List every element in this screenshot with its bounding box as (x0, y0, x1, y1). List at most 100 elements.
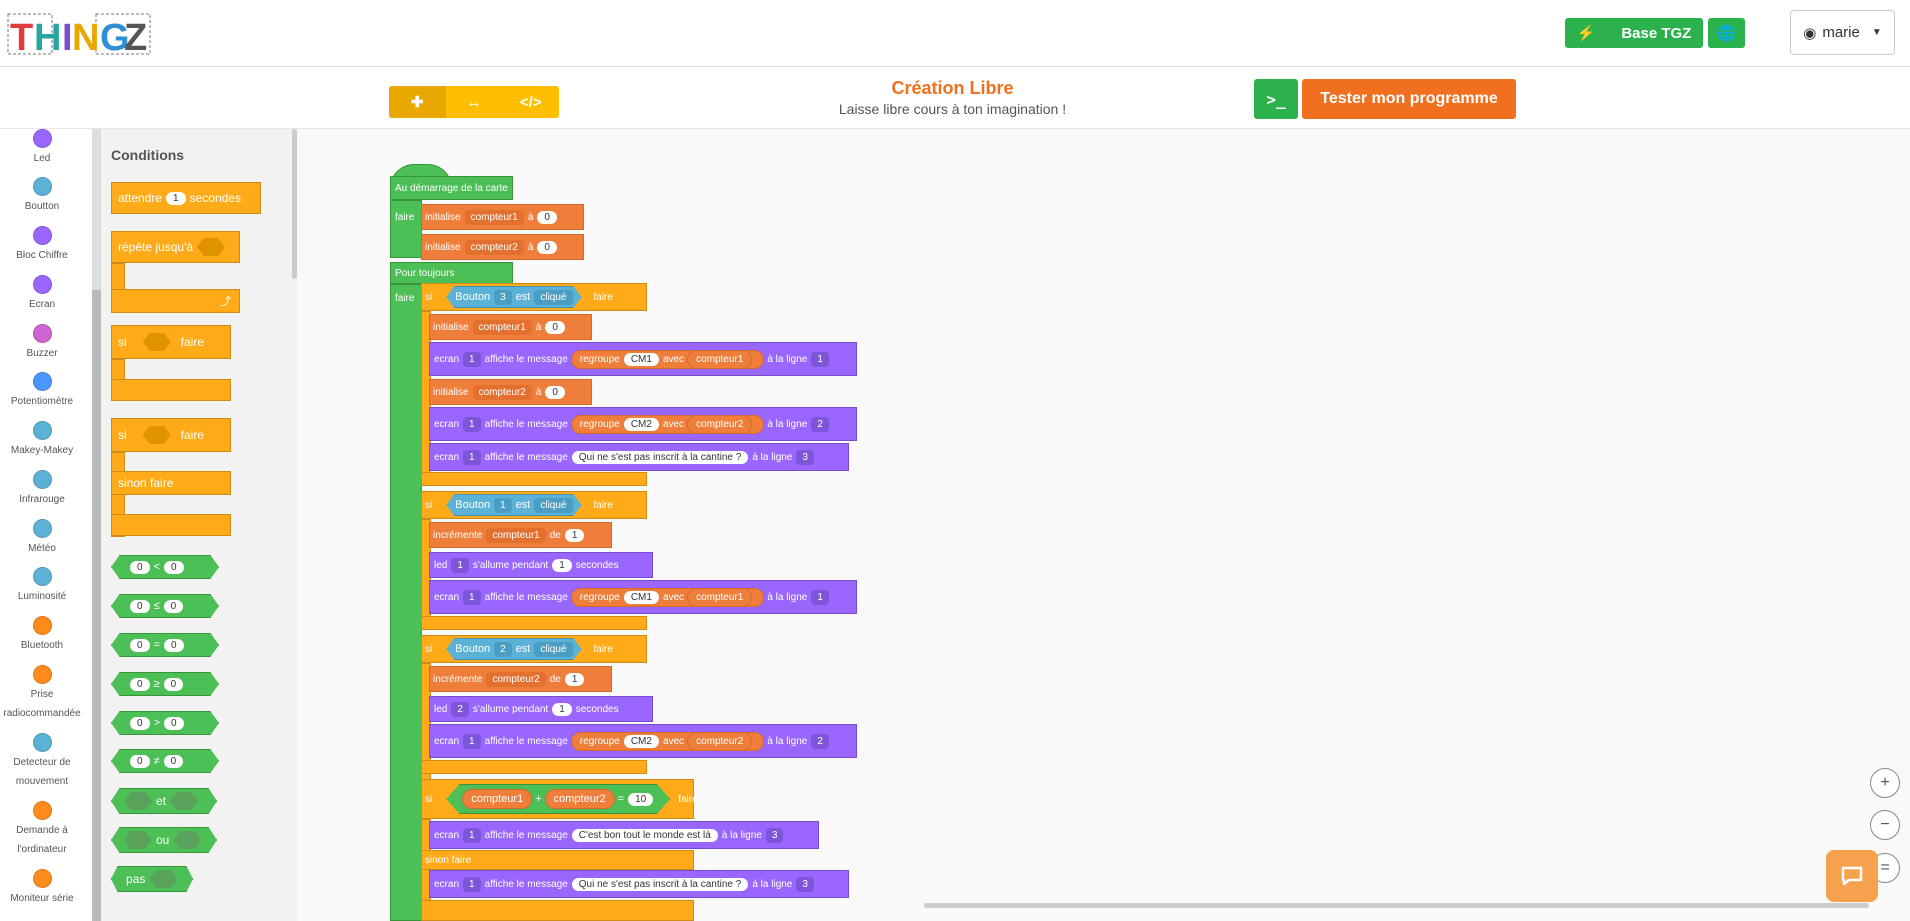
category-button[interactable]: Boutton (0, 177, 84, 216)
compare-left[interactable]: 0 (130, 638, 150, 652)
line-dropdown[interactable]: 3 (765, 827, 784, 843)
state-dropdown[interactable]: cliqué (534, 497, 573, 513)
state-dropdown[interactable]: cliqué (534, 289, 573, 305)
screen-dropdown[interactable]: 1 (463, 589, 481, 605)
compare-ne-block[interactable]: 0 ≠ 0 (111, 749, 219, 773)
category-potentiometre[interactable]: Potentiomètre (0, 372, 84, 411)
var-reporter[interactable]: compteur2 (687, 731, 753, 751)
line-dropdown[interactable]: 2 (811, 733, 829, 749)
user-menu-button[interactable]: ◉ marie ▼ (1790, 10, 1895, 55)
start-block[interactable]: Au démarrage de la carte (390, 176, 513, 200)
category-prise[interactable]: Prise radiocommandée (0, 665, 84, 723)
join-block[interactable]: regroupe CM2 avec compteur2 (570, 414, 765, 434)
increment-cpt2-block[interactable]: incrémente compteur2 de 1 (429, 666, 612, 692)
compare-le-block[interactable]: 0 ≤0 (111, 594, 219, 618)
var-reporter[interactable]: compteur2 (687, 414, 753, 434)
increment-cpt1-block[interactable]: incrémente compteur1 de 1 (429, 522, 612, 548)
button-condition[interactable]: Bouton 3 est cliqué (446, 286, 582, 308)
canvas-horizontal-scrollbar[interactable] (924, 903, 1869, 908)
text-input[interactable]: CM2 (623, 417, 659, 431)
button-condition[interactable]: Bouton 1 est cliqué (446, 494, 582, 516)
thingz-logo[interactable]: T H I N G Z (6, 10, 152, 59)
category-detecteur[interactable]: Detecteur de mouvement (0, 733, 84, 791)
screen-display-block[interactable]: ecran 1 affiche le message Qui ne s'est pas… (429, 443, 849, 471)
var-reporter[interactable]: compteur1 (462, 789, 533, 809)
duration-input[interactable]: 1 (552, 558, 572, 572)
terminal-button[interactable]: >_ (1254, 79, 1298, 119)
category-moniteur[interactable]: Moniteur série (0, 869, 84, 908)
text-input[interactable]: CM1 (623, 352, 659, 366)
globe-button[interactable]: 🌐 (1708, 18, 1745, 48)
compare-gt-block[interactable]: 0 >0 (111, 711, 219, 735)
compare-right[interactable]: 0 (163, 599, 184, 613)
split-mode-icon[interactable]: ↔ (466, 93, 482, 111)
text-input[interactable]: C'est bon tout le monde est là (571, 828, 718, 842)
if-else-block[interactable]: si faire (111, 418, 231, 452)
sum-equals-condition[interactable]: compteur1 + compteur2 = 10 (446, 784, 671, 814)
var-dropdown[interactable]: compteur2 (486, 671, 546, 687)
compare-ge-block[interactable]: 0 ≥0 (111, 672, 219, 696)
category-ecran[interactable]: Ecran (0, 275, 84, 314)
var-dropdown[interactable]: compteur1 (464, 209, 524, 225)
if-button-3-block[interactable]: si Bouton 3 est cliqué faire (421, 283, 647, 311)
button-number-dropdown[interactable]: 3 (494, 289, 512, 305)
screen-dropdown[interactable]: 1 (463, 351, 481, 367)
compare-right[interactable]: 0 (164, 716, 184, 730)
forever-block[interactable]: Pour toujours (390, 262, 513, 284)
screen-dropdown[interactable]: 1 (463, 876, 481, 892)
code-mode-icon[interactable]: </> (519, 93, 542, 111)
compare-left[interactable]: 0 (130, 754, 150, 768)
if-button-2-block[interactable]: si Bouton 2 est cliqué faire (421, 635, 647, 663)
zoom-out-button[interactable]: − (1870, 810, 1900, 840)
base-tgz-button[interactable]: ⚡ Base TGZ (1565, 18, 1703, 48)
zoom-in-button[interactable]: + (1870, 768, 1900, 798)
compare-left[interactable]: 0 (130, 599, 150, 613)
led-dropdown[interactable]: 1 (451, 557, 469, 573)
value-input[interactable]: 0 (537, 240, 557, 254)
compare-right[interactable]: 0 (163, 754, 184, 768)
value-input[interactable]: 0 (537, 210, 557, 224)
screen-dropdown[interactable]: 1 (463, 416, 481, 432)
category-meteo[interactable]: Météo (0, 519, 84, 558)
line-dropdown[interactable]: 1 (811, 351, 829, 367)
compare-left[interactable]: 0 (130, 560, 150, 574)
chat-button[interactable] (1826, 850, 1878, 902)
screen-dropdown[interactable]: 1 (463, 733, 481, 749)
not-block[interactable]: pas (111, 866, 193, 892)
var-reporter[interactable]: compteur1 (687, 349, 753, 369)
line-dropdown[interactable]: 1 (811, 589, 829, 605)
category-led[interactable]: Led (0, 129, 84, 168)
join-block[interactable]: regroupe CM2 avec compteur2 (570, 731, 765, 751)
screen-display-block[interactable]: ecran 1 affiche le message regroupe CM1 avec c… (429, 342, 857, 376)
category-demande[interactable]: Demande à l'ordinateur (0, 801, 84, 859)
screen-dropdown[interactable]: 1 (463, 827, 481, 843)
var-dropdown[interactable]: compteur2 (472, 384, 532, 400)
compare-left[interactable]: 0 (130, 716, 150, 730)
value-input[interactable]: 10 (628, 792, 654, 806)
init-cpt2-block[interactable]: initialise compteur2 à 0 (429, 379, 592, 405)
category-buzzer[interactable]: Buzzer (0, 324, 84, 363)
repeat-until-block[interactable]: répète jusqu'à (111, 231, 240, 263)
screen-display-block[interactable]: ecran 1 affiche le message regroupe CM2 avec c… (429, 724, 857, 758)
screen-display-block[interactable]: ecran 1 affiche le message regroupe CM1 avec c… (429, 580, 857, 614)
state-dropdown[interactable]: cliqué (534, 641, 573, 657)
category-makey-makey[interactable]: Makey-Makey (0, 421, 84, 460)
join-block[interactable]: regroupe CM1 avec compteur1 (570, 349, 765, 369)
value-input[interactable]: 0 (545, 385, 565, 399)
if-button-1-block[interactable]: si Bouton 1 est cliqué faire (421, 491, 647, 519)
text-input[interactable]: Qui ne s'est pas inscrit à la cantine ? (571, 450, 749, 464)
join-block[interactable]: regroupe CM1 avec compteur1 (570, 587, 765, 607)
line-dropdown[interactable]: 3 (796, 876, 814, 892)
flyout-scrollbar[interactable] (292, 129, 297, 279)
duration-input[interactable]: 1 (552, 702, 572, 716)
screen-display-block[interactable]: ecran 1 affiche le message Qui ne s'est pas… (429, 870, 849, 898)
button-number-dropdown[interactable]: 1 (494, 497, 512, 513)
led-on-block[interactable]: led 2 s'allume pendant 1 secondes (429, 696, 653, 722)
or-block[interactable]: ou (111, 827, 217, 853)
text-input[interactable]: CM1 (623, 590, 659, 604)
value-input[interactable]: 1 (564, 528, 585, 542)
compare-lt-block[interactable]: 0 <0 (111, 555, 219, 579)
button-number-dropdown[interactable]: 2 (494, 641, 512, 657)
category-bloc-chiffre[interactable]: Bloc Chiffre (0, 226, 84, 265)
init-block-1[interactable]: initialise compteur1 à 0 (421, 204, 584, 230)
